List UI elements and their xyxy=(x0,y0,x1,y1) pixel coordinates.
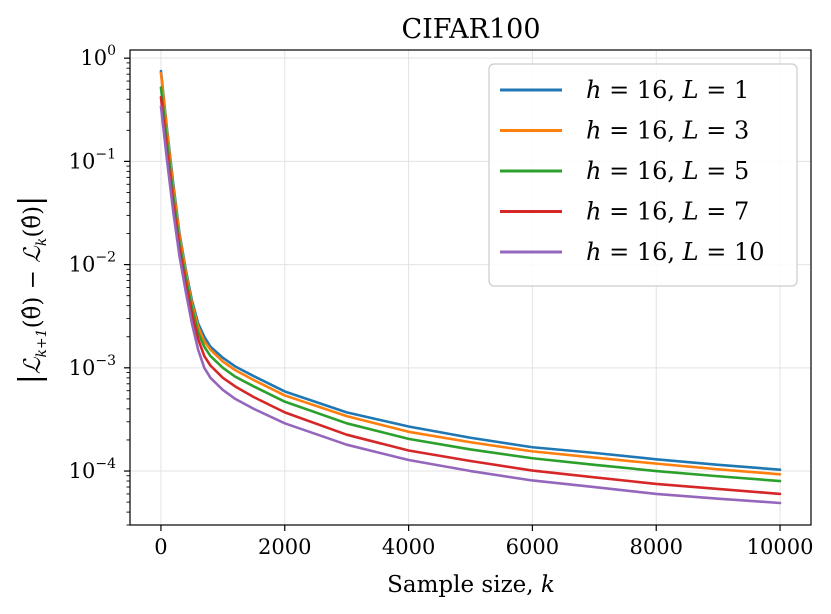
y-tick-label: 10−3 xyxy=(69,353,116,380)
series-line-5 xyxy=(159,105,782,505)
y-tick-base: 10 xyxy=(69,149,96,173)
x-axis-title-text: Sample size, xyxy=(387,572,541,598)
y-tick-base: 10 xyxy=(69,253,96,277)
x-axis-title: Sample size, k xyxy=(387,572,555,598)
legend-label: h = 16, L = 5 xyxy=(586,157,749,185)
y-tick-label: 10−4 xyxy=(69,456,116,483)
legend-entry: h = 16, L = 3 xyxy=(500,117,749,145)
y-tick-label: 100 xyxy=(80,43,116,70)
y-tick-exponent: −3 xyxy=(95,353,116,369)
x-tick-label: 2000 xyxy=(258,535,311,559)
y-title-sub2: k xyxy=(34,238,50,246)
legend-entry: h = 16, L = 5 xyxy=(500,157,749,185)
y-title-L2: ℒ xyxy=(20,246,46,263)
y-tick-exponent: −1 xyxy=(95,146,116,162)
legend-label: h = 16, L = 10 xyxy=(586,238,765,266)
legend-label: h = 16, L = 1 xyxy=(586,76,749,104)
y-title-arg1: (θ̂) − xyxy=(20,263,46,329)
y-axis-title: |ℒk+1(θ̂) − ℒk(θ̂)| xyxy=(13,196,50,384)
chart-title: CIFAR100 xyxy=(401,14,540,45)
x-tick-label: 6000 xyxy=(506,535,559,559)
y-tick-exponent: −4 xyxy=(95,456,116,472)
y-title-bar-right: | xyxy=(13,196,48,206)
y-title-bar-left: | xyxy=(13,374,48,384)
y-tick-exponent: −2 xyxy=(95,250,116,266)
x-tick-label: 8000 xyxy=(630,535,683,559)
legend-entry: h = 16, L = 7 xyxy=(500,198,749,226)
y-title-sub1: k+1 xyxy=(34,328,50,357)
y-tick-label: 10−2 xyxy=(69,250,116,277)
y-title-arg2: (θ̂) xyxy=(20,206,46,238)
legend-entry: h = 16, L = 1 xyxy=(500,76,749,104)
y-tick-exponent: 0 xyxy=(107,43,116,59)
y-tick-base: 10 xyxy=(69,356,96,380)
legend-label: h = 16, L = 7 xyxy=(586,198,749,226)
x-axis-title-var: k xyxy=(541,572,555,598)
y-tick-base: 10 xyxy=(69,459,96,483)
y-title-L1: ℒ xyxy=(20,357,46,374)
x-tick-label: 0 xyxy=(154,535,167,559)
series-layer xyxy=(159,69,782,505)
legend-label: h = 16, L = 3 xyxy=(586,117,749,145)
legend-entry: h = 16, L = 10 xyxy=(500,238,765,266)
y-tick-label: 10−1 xyxy=(69,146,116,173)
legend: h = 16, L = 1 h = 16, L = 3 h = 16, L = 5 h… xyxy=(488,63,798,287)
legend-box xyxy=(488,63,798,287)
y-tick-base: 10 xyxy=(80,46,107,70)
x-axis: 0 2000 4000 6000 8000 10000 xyxy=(154,525,813,559)
x-tick-label: 4000 xyxy=(382,535,435,559)
x-tick-label: 10000 xyxy=(747,535,814,559)
